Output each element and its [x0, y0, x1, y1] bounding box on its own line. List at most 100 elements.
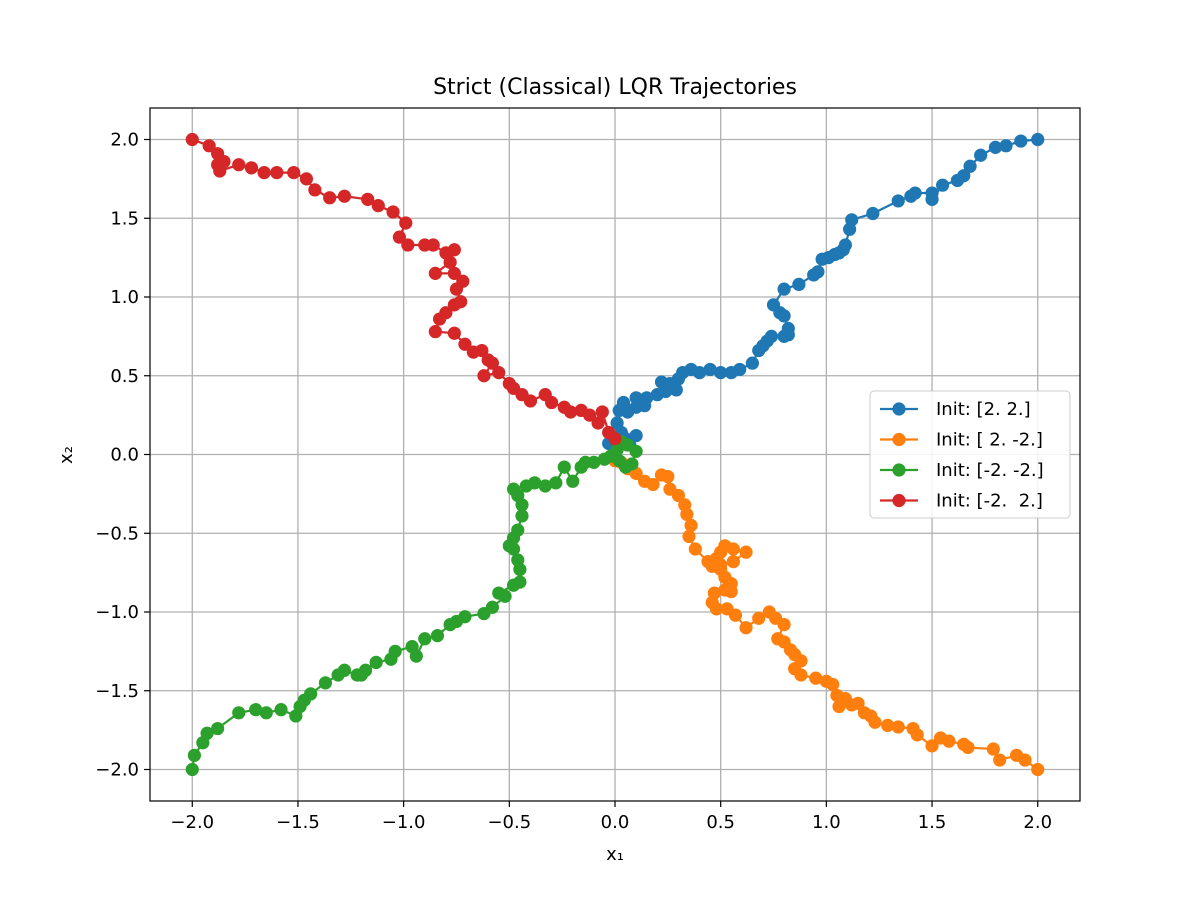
y-tick-label: 1.5	[110, 208, 139, 229]
data-point	[304, 687, 318, 701]
data-point	[528, 476, 542, 490]
data-point	[447, 326, 461, 340]
data-point	[925, 739, 939, 753]
data-point	[232, 706, 246, 720]
data-point	[1014, 134, 1028, 148]
data-point	[318, 676, 333, 690]
legend-marker	[892, 493, 906, 508]
data-point	[906, 721, 920, 736]
data-point	[654, 468, 669, 482]
data-point	[477, 369, 491, 383]
data-point	[843, 222, 857, 236]
chart-title: Strict (Classical) LQR Trajectories	[433, 75, 797, 100]
legend-label: Init: [2. 2.]	[936, 399, 1031, 420]
data-point	[211, 721, 225, 736]
data-point	[426, 238, 440, 252]
data-point	[739, 621, 753, 635]
data-point	[988, 140, 1003, 154]
data-point	[999, 139, 1013, 153]
y-tick-label: −1.0	[95, 602, 139, 623]
data-point	[447, 243, 461, 257]
data-point	[650, 388, 664, 402]
legend-box	[869, 390, 1071, 519]
data-point	[187, 748, 201, 762]
y-tick-label: −1.5	[95, 681, 139, 702]
y-tick-label: 1.0	[110, 287, 139, 308]
data-point	[564, 405, 578, 419]
data-point	[432, 312, 447, 326]
data-point	[485, 356, 500, 370]
data-point	[287, 165, 301, 180]
data-point	[447, 298, 461, 312]
data-point	[361, 192, 375, 206]
data-point	[430, 629, 445, 643]
x-tick-label: 0.5	[706, 812, 735, 833]
data-point	[202, 139, 216, 153]
data-point	[986, 742, 1000, 756]
y-axis-label: x₂	[56, 446, 77, 464]
data-point	[993, 753, 1007, 767]
data-point	[726, 542, 740, 556]
data-point	[777, 329, 791, 343]
data-point	[726, 555, 740, 569]
data-point	[257, 165, 271, 180]
data-point	[358, 663, 373, 677]
data-point	[492, 366, 506, 380]
data-point	[428, 325, 442, 339]
data-point	[891, 194, 905, 208]
data-point	[608, 432, 622, 446]
data-point	[401, 238, 415, 252]
data-point	[936, 178, 950, 192]
data-point	[523, 394, 538, 408]
data-point	[777, 309, 791, 323]
data-point	[392, 230, 407, 244]
data-point	[612, 454, 626, 468]
data-point	[308, 183, 322, 197]
data-point	[724, 366, 738, 380]
data-point	[720, 602, 734, 616]
x-tick-label: 2.0	[1023, 812, 1052, 833]
data-point	[629, 444, 643, 458]
series-3	[185, 432, 643, 777]
x-tick-label: 1.5	[918, 812, 947, 833]
data-point	[513, 575, 527, 589]
data-point	[587, 455, 601, 469]
data-point	[458, 610, 472, 624]
data-point	[678, 498, 692, 512]
data-point	[511, 523, 525, 537]
data-point	[857, 706, 872, 720]
data-point	[762, 605, 776, 619]
x-tick-label: −1.0	[382, 812, 426, 833]
data-point	[629, 391, 643, 405]
data-point	[458, 337, 472, 351]
data-point	[1009, 748, 1024, 762]
data-point	[583, 408, 597, 422]
legend-item: Init: [-2. 2.]	[880, 491, 1043, 512]
data-point	[447, 266, 461, 280]
data-point	[232, 158, 246, 172]
data-point	[819, 674, 833, 688]
y-tick-label: −2.0	[95, 760, 139, 781]
data-point	[933, 731, 948, 745]
legend-label: Init: [ 2. -2.]	[936, 430, 1043, 451]
data-point	[629, 429, 643, 443]
data-point	[213, 164, 227, 178]
y-tick-label: 0.0	[110, 445, 139, 466]
data-point	[707, 586, 721, 600]
legend-marker	[892, 402, 906, 416]
data-point	[549, 476, 563, 490]
legend-item: Init: [2. 2.]	[880, 399, 1031, 420]
data-point	[925, 186, 939, 200]
data-point	[957, 737, 971, 751]
data-point	[815, 252, 829, 266]
series-layer	[185, 132, 1045, 777]
x-tick-label: −0.5	[487, 812, 531, 833]
data-point	[485, 600, 500, 614]
x-tick-label: 0.0	[601, 812, 630, 833]
data-point	[688, 542, 702, 556]
data-point	[881, 718, 895, 733]
legend-marker	[892, 432, 906, 447]
data-point	[538, 479, 552, 493]
data-point	[244, 161, 259, 175]
data-point	[830, 688, 844, 703]
